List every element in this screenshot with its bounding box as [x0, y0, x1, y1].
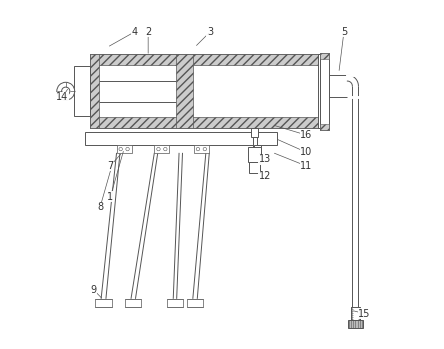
Text: 5: 5: [341, 27, 347, 37]
Text: 15: 15: [358, 309, 371, 319]
Bar: [166, 299, 183, 307]
Bar: [253, 137, 257, 147]
Bar: [348, 320, 363, 328]
Text: 8: 8: [97, 202, 103, 212]
Bar: [318, 54, 320, 128]
Bar: [351, 307, 360, 320]
Bar: [117, 145, 132, 153]
Text: 7: 7: [107, 161, 114, 171]
Bar: [90, 54, 99, 128]
Circle shape: [126, 147, 129, 151]
Bar: [155, 145, 170, 153]
Bar: [249, 163, 260, 173]
Circle shape: [57, 82, 75, 100]
Bar: [251, 128, 258, 137]
Bar: [320, 124, 329, 130]
Text: 12: 12: [259, 171, 271, 181]
Circle shape: [164, 147, 167, 151]
Circle shape: [196, 147, 200, 151]
Text: 10: 10: [300, 147, 312, 157]
Bar: [125, 299, 142, 307]
Text: 1: 1: [107, 192, 114, 202]
Bar: [194, 145, 209, 153]
Bar: [85, 132, 277, 145]
Text: 2: 2: [145, 27, 151, 37]
Circle shape: [62, 87, 70, 95]
Bar: [90, 54, 320, 128]
Text: 11: 11: [300, 161, 312, 171]
Text: 3: 3: [207, 27, 213, 37]
Bar: [254, 145, 261, 153]
Bar: [90, 54, 320, 65]
Bar: [90, 117, 320, 128]
Circle shape: [119, 147, 123, 151]
Bar: [187, 299, 203, 307]
Circle shape: [157, 147, 160, 151]
Bar: [74, 66, 90, 116]
Text: 16: 16: [300, 130, 312, 140]
Bar: [320, 53, 329, 130]
Circle shape: [203, 147, 206, 151]
Text: 13: 13: [259, 154, 271, 164]
Text: 9: 9: [90, 284, 96, 295]
Text: 14: 14: [56, 92, 68, 102]
Text: 4: 4: [131, 27, 138, 37]
Bar: [248, 147, 261, 163]
Bar: [95, 299, 112, 307]
Bar: [320, 53, 329, 59]
Bar: [176, 54, 194, 128]
